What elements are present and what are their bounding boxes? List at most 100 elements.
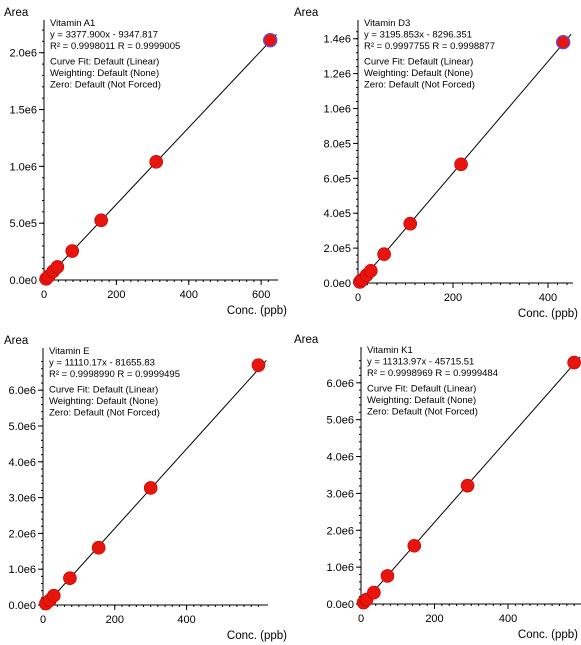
fit-statistics: R² = 0.9998990 R = 0.9999495	[49, 369, 180, 380]
chart-svg-vitamin-k1: 0.0e0 1.0e6 2.0e6 3.0e6 4.0e6 5.0e6 6.0e6 0 200 4…	[294, 334, 581, 641]
zero-label: Zero: Default (Not Forced)	[367, 407, 478, 418]
series-title: Vitamin A1	[50, 18, 95, 29]
data-point	[94, 213, 108, 228]
data-point	[50, 260, 65, 274]
data-point	[149, 155, 163, 169]
y-tick-label: 6.0e6	[8, 385, 36, 397]
x-axis-title: Conc. (ppb)	[227, 630, 287, 642]
y-tick-label: 1.5e6	[9, 105, 37, 117]
data-point	[567, 355, 581, 370]
zero-label: Zero: Default (Not Forced)	[50, 80, 161, 91]
series-title: Vitamin E	[49, 346, 89, 357]
weighting-label: Weighting: Default (None)	[49, 396, 158, 407]
y-tick-label: 5.0e5	[9, 218, 37, 230]
y-tick-label: 4.0e5	[323, 208, 351, 220]
y-tick-label: 6.0e5	[323, 173, 351, 185]
chart-panel-vitamin-d3: 0.0e0 2.0e5 4.0e5 6.0e5 8.0e5 1.0e6 1.2e6 1.4e6…	[290, 0, 581, 322]
chart-svg-vitamin-a1: 0.0e0 5.0e5 1.0e6 1.5e6 2.0e6 0 200 400 600 Area C…	[4, 7, 287, 317]
y-axis-title: Area	[294, 7, 319, 19]
y-tick-label: 1.2e6	[323, 69, 351, 81]
y-axis-title: Area	[4, 335, 29, 347]
series-title: Vitamin D3	[364, 18, 410, 29]
x-tick-label: 400	[177, 614, 195, 626]
x-tick-label: 200	[425, 613, 443, 625]
x-tick-label: 600	[252, 289, 270, 301]
data-point	[364, 263, 378, 278]
x-axis-title: Conc. (ppb)	[518, 308, 578, 320]
data-point	[407, 538, 422, 553]
data-point	[251, 358, 266, 372]
data-point	[380, 569, 395, 583]
x-tick-label: 200	[444, 292, 462, 304]
x-tick-label: 200	[106, 614, 124, 626]
y-tick-label: 1.0e6	[9, 161, 37, 173]
data-point	[556, 35, 571, 50]
weighting-label: Weighting: Default (None)	[367, 395, 476, 406]
chart-svg-vitamin-e: 0.0e0 1.0e6 2.0e6 3.0e6 4.0e6 5.0e6 6.0e6 0 200 4…	[4, 335, 287, 642]
fit-statistics: R² = 0.9998969 R = 0.9999484	[367, 368, 498, 379]
x-tick-label: 400	[180, 289, 198, 301]
data-point	[46, 588, 61, 603]
y-tick-label: 1.4e6	[323, 34, 351, 46]
fit-equation: y = 3195.853x - 8296.351	[364, 30, 472, 41]
y-tick-label: 4.0e6	[8, 457, 36, 469]
zero-label: Zero: Default (Not Forced)	[49, 408, 160, 419]
x-tick-label: 400	[539, 292, 557, 304]
data-point	[143, 481, 158, 495]
data-point	[91, 540, 106, 555]
curve-fit-label: Curve Fit: Default (Linear)	[367, 384, 476, 395]
y-tick-label: 2.0e6	[8, 528, 36, 540]
data-point	[454, 157, 468, 172]
curve-fit-label: Curve Fit: Default (Linear)	[364, 57, 473, 68]
x-tick-label: 0	[355, 292, 361, 304]
y-tick-label: 8.0e5	[323, 138, 351, 150]
data-point	[65, 244, 80, 258]
y-tick-label: 2.0e5	[323, 243, 351, 255]
data-point	[262, 33, 278, 48]
curve-fit-label: Curve Fit: Default (Linear)	[50, 57, 159, 68]
y-tick-label: 3.0e6	[8, 493, 36, 505]
y-tick-label: 2.0e6	[9, 48, 37, 60]
y-tick-label: 0.0e0	[8, 600, 36, 612]
y-tick-label: 1.0e6	[326, 562, 354, 574]
series-title: Vitamin K1	[367, 345, 413, 356]
x-tick-label: 200	[107, 289, 125, 301]
y-tick-label: 1.0e6	[8, 564, 36, 576]
data-point	[403, 216, 418, 231]
y-tick-label: 5.0e6	[8, 421, 36, 433]
data-point	[377, 247, 391, 262]
x-tick-label: 0	[358, 613, 364, 625]
x-tick-label: 400	[499, 613, 517, 625]
x-axis-title: Conc. (ppb)	[227, 305, 287, 317]
weighting-label: Weighting: Default (None)	[50, 68, 159, 79]
chart-svg-vitamin-d3: 0.0e0 2.0e5 4.0e5 6.0e5 8.0e5 1.0e6 1.2e6 1.4e6…	[294, 7, 578, 320]
data-point	[63, 571, 77, 585]
zero-label: Zero: Default (Not Forced)	[364, 80, 475, 91]
fit-statistics: R² = 0.9997755 R = 0.9998877	[364, 41, 495, 52]
y-tick-label: 0.0e0	[9, 275, 37, 287]
regression-line	[45, 360, 267, 606]
curve-fit-label: Curve Fit: Default (Linear)	[49, 385, 158, 396]
fit-equation: y = 11313.97x - 45715.51	[367, 357, 474, 368]
fit-statistics: R² = 0.9998011 R = 0.9999005	[50, 41, 180, 52]
y-axis-title: Area	[4, 7, 29, 19]
y-tick-label: 4.0e6	[326, 452, 354, 464]
chart-panel-vitamin-e: 0.0e0 1.0e6 2.0e6 3.0e6 4.0e6 5.0e6 6.0e6 0 200 4…	[0, 322, 290, 645]
y-tick-label: 3.0e6	[326, 488, 354, 500]
weighting-label: Weighting: Default (None)	[364, 68, 473, 79]
regression-line	[358, 33, 572, 284]
fit-equation: y = 11110.17x - 81655.83	[49, 358, 155, 369]
y-tick-label: 1.0e6	[323, 104, 351, 116]
y-tick-label: 2.0e6	[326, 525, 354, 537]
chart-panel-vitamin-a1: 0.0e0 5.0e5 1.0e6 1.5e6 2.0e6 0 200 400 600 Area C…	[0, 0, 290, 322]
x-axis-title: Conc. (ppb)	[518, 629, 578, 641]
x-tick-label: 0	[41, 289, 47, 301]
fit-equation: y = 3377.900x - 9347.817	[50, 30, 158, 41]
y-tick-label: 6.0e6	[326, 378, 354, 390]
y-tick-label: 5.0e6	[326, 415, 354, 427]
chart-panel-vitamin-k1: 0.0e0 1.0e6 2.0e6 3.0e6 4.0e6 5.0e6 6.0e6 0 200 4…	[290, 322, 581, 645]
y-tick-label: 0.0e0	[326, 599, 354, 611]
data-point	[367, 585, 381, 600]
data-point	[460, 478, 475, 493]
y-tick-label: 0.0e0	[323, 278, 351, 290]
